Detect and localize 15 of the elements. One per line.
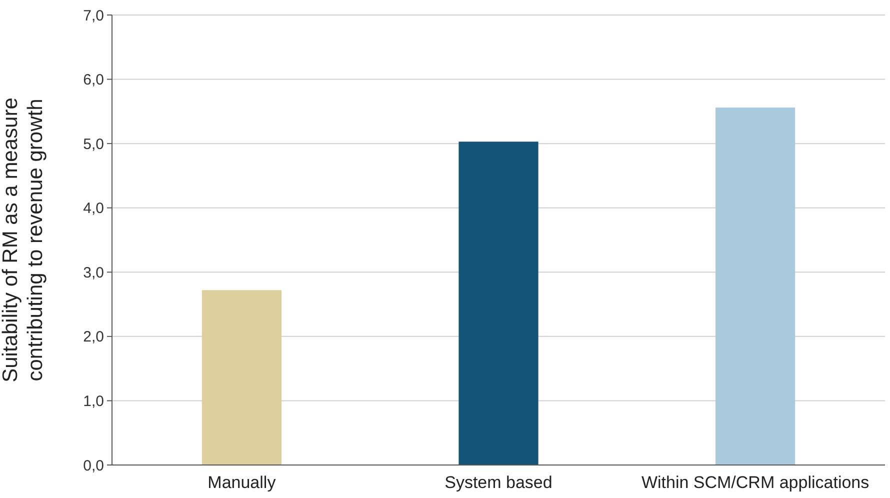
x-tick-label: System based [444,473,552,492]
bar [716,108,796,465]
y-tick-label: 4,0 [83,200,104,218]
x-tick-label: Manually [208,473,276,492]
bar [202,290,282,465]
y-tick-label: 5,0 [83,136,104,153]
y-tick-label: 2,0 [83,328,104,346]
x-tick-label: Within SCM/CRM applications [641,473,870,492]
bar [458,142,538,465]
y-tick-label: 0,0 [83,457,104,474]
y-tick-label: 3,0 [83,264,104,282]
y-axis-title: Suitability of RM as a measure contributing to revenue growth [0,98,47,382]
y-tick-label: 1,0 [83,392,104,410]
y-tick-label: 6,0 [83,72,104,89]
y-tick-label: 7,0 [83,7,104,24]
